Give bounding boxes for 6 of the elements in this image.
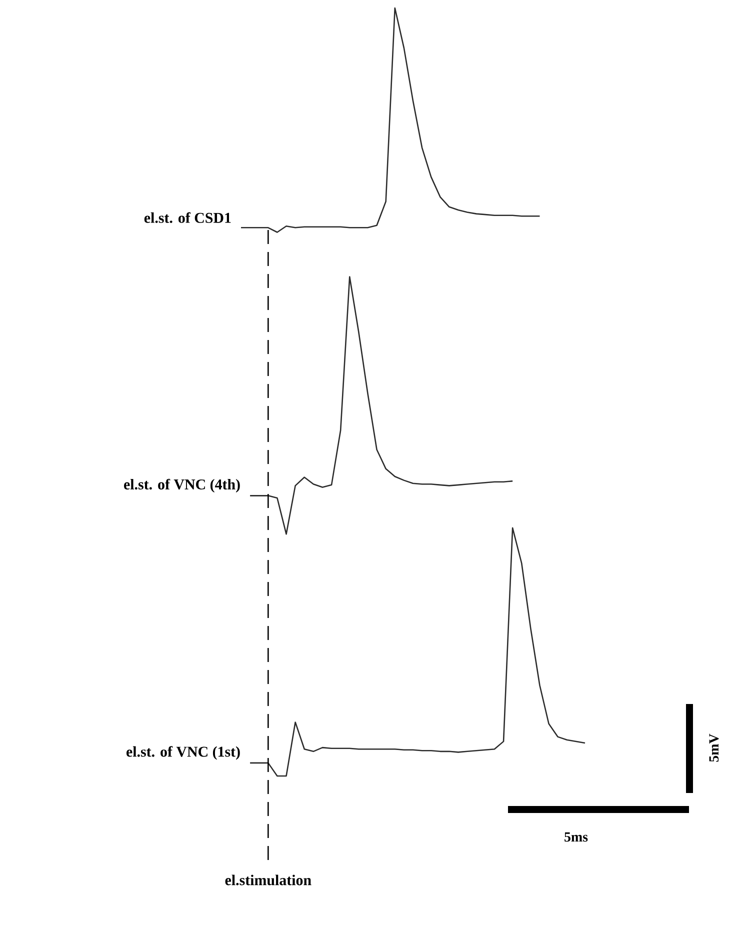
text: el.stimulation [225, 874, 312, 886]
series-label: el.st. of VNC (4th) [124, 478, 240, 493]
series-label: el.st. of CSD1 [144, 212, 231, 224]
text: 5mV [709, 734, 719, 762]
text: 5ms [564, 832, 588, 842]
series-label: el.st. of VNC (1st) [126, 746, 240, 760]
